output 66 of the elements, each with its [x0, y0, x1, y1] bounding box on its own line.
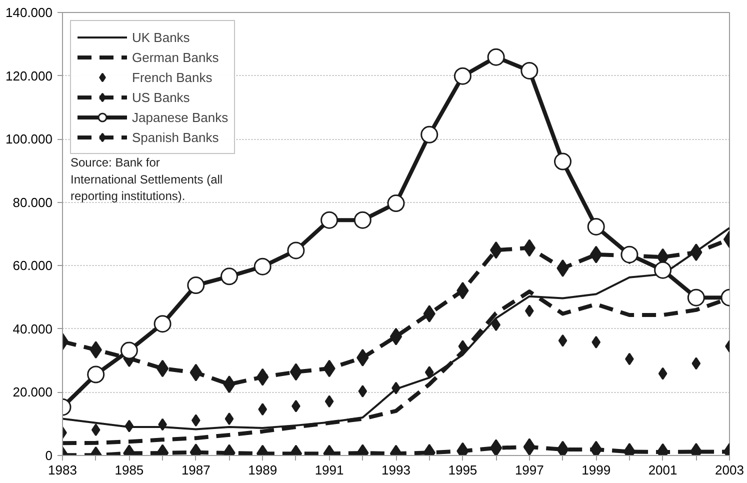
point — [692, 357, 701, 370]
point — [191, 414, 200, 427]
point — [258, 403, 268, 416]
point — [120, 342, 138, 360]
point — [558, 334, 568, 347]
point — [358, 385, 368, 398]
point — [287, 242, 305, 260]
point — [523, 438, 536, 456]
point — [156, 360, 169, 378]
point — [520, 62, 538, 80]
point — [620, 246, 638, 264]
point — [154, 315, 172, 333]
annotation: Source: Bank for International Settlements (all reporting institutions). — [70, 156, 223, 204]
x-tick-label: 1987 — [181, 462, 210, 478]
point — [587, 218, 605, 236]
legend-label: French Banks — [132, 70, 212, 84]
point — [91, 424, 100, 436]
x-tick-label: 1993 — [382, 462, 410, 478]
point — [454, 67, 472, 85]
point — [490, 439, 502, 456]
legend-label: UK Banks — [132, 30, 190, 44]
point — [687, 288, 705, 306]
legend-label: US Banks — [132, 90, 190, 104]
point — [320, 211, 338, 229]
legend-label: Spanish Banks — [132, 130, 219, 144]
point — [490, 241, 502, 259]
point — [187, 276, 205, 294]
point — [387, 194, 405, 212]
y-tick-label: 140.000 — [6, 5, 53, 20]
point — [592, 336, 601, 348]
point — [554, 152, 572, 170]
x-tick-label: 1983 — [48, 462, 77, 478]
point — [487, 48, 505, 66]
point — [87, 366, 105, 384]
point — [524, 304, 534, 318]
x-tick-label: 2003 — [715, 462, 744, 478]
point — [254, 258, 272, 276]
y-tick-label: 80.000 — [12, 194, 53, 210]
y-tick-label: 40.000 — [12, 321, 53, 336]
point — [658, 367, 668, 380]
y-tick-label: 60.000 — [12, 258, 53, 274]
point — [290, 363, 302, 381]
point — [220, 268, 238, 286]
x-tick-label: 2001 — [648, 462, 678, 478]
point — [556, 440, 569, 456]
y-tick-label: 20.000 — [12, 384, 53, 400]
x-tick-label: 1989 — [248, 462, 278, 478]
point — [224, 412, 234, 426]
y-tick-label: 120.000 — [6, 68, 53, 84]
x-tick-label: 1999 — [582, 462, 611, 478]
point — [420, 126, 438, 144]
point — [324, 395, 334, 408]
point — [424, 366, 434, 379]
y-tick-label: 100.000 — [6, 132, 53, 147]
point — [590, 440, 602, 456]
point — [654, 261, 672, 279]
x-tick-label: 1995 — [448, 462, 478, 478]
x-tick-label: 1985 — [114, 462, 144, 478]
x-tick-label: 1991 — [314, 462, 344, 478]
y-tick-label: 0 — [45, 448, 53, 463]
x-tick-label: 1997 — [514, 462, 544, 478]
point — [124, 420, 134, 432]
legend-label: German Banks — [132, 50, 219, 64]
point — [390, 328, 402, 346]
legend-label: Japanese Banks — [132, 110, 228, 124]
point — [354, 211, 372, 229]
